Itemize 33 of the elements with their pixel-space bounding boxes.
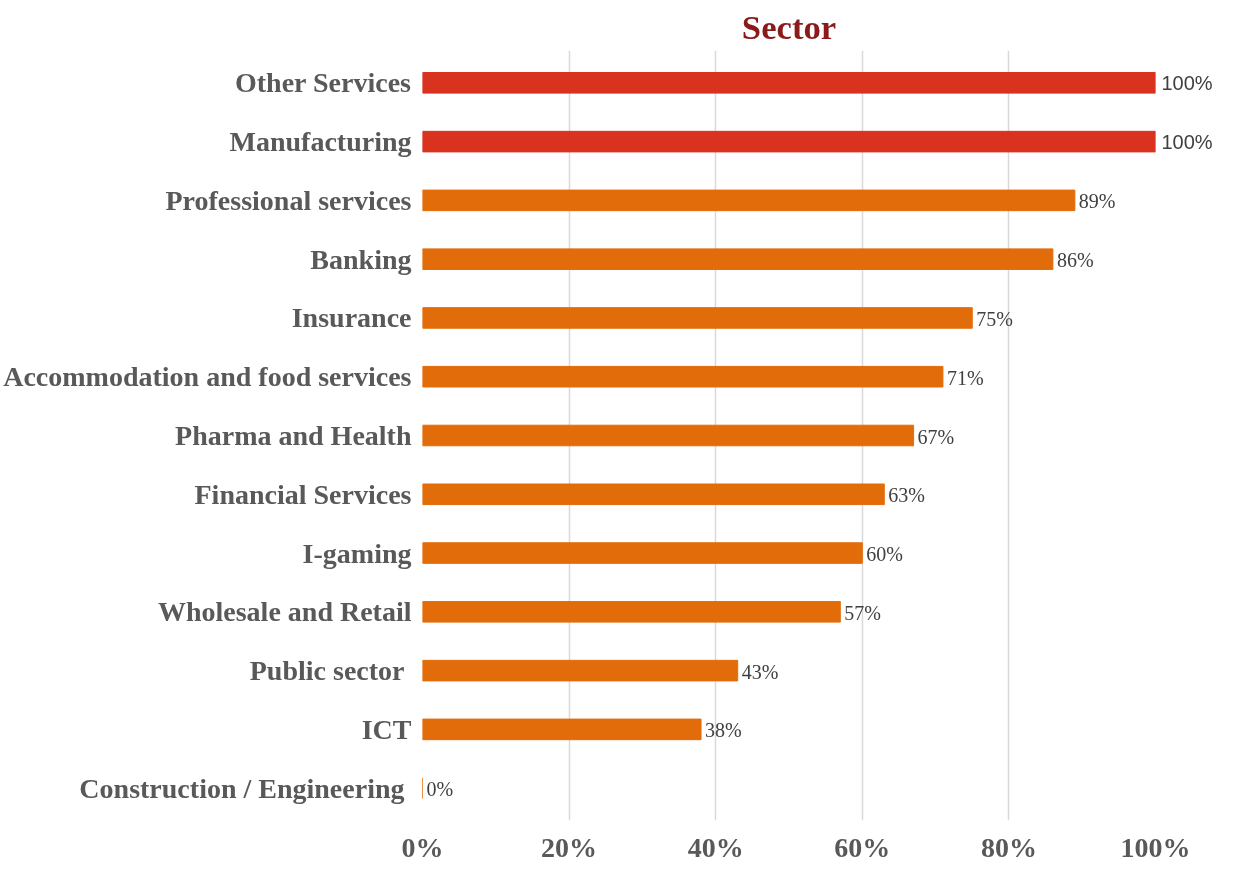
chart-title: Sector (741, 7, 837, 46)
y-tick-label: Insurance (291, 302, 412, 334)
x-tick-label: 40% (687, 831, 744, 863)
y-tick-label: Financial Services (194, 478, 412, 510)
x-tick-label: 60% (834, 831, 891, 863)
data-label: 43% (741, 660, 779, 683)
x-tick-label: 0% (401, 831, 444, 863)
y-tick-label: Manufacturing (229, 126, 412, 158)
y-tick-label: I-gaming (302, 537, 412, 569)
y-tick-label: Construction / Engineering (79, 772, 405, 804)
y-tick-label: Wholesale and Retail (157, 596, 412, 628)
y-tick-label: Other Services (235, 67, 412, 99)
y-tick-label: Pharma and Health (175, 420, 412, 451)
data-label: 67% (917, 425, 955, 448)
data-label: 38% (705, 719, 742, 742)
data-label: 63% (888, 484, 925, 507)
y-tick-label: Professional services (165, 184, 412, 216)
x-tick-label: 20% (541, 831, 598, 863)
data-label: 86% (1056, 249, 1094, 272)
data-label: 100% (1161, 130, 1213, 153)
data-label: 89% (1078, 190, 1116, 213)
y-tick-label: Accommodation and food services (3, 361, 412, 393)
data-label: 100% (1161, 71, 1213, 94)
data-label: 60% (866, 543, 903, 566)
y-tick-label: Banking (310, 243, 412, 275)
data-label: 57% (844, 601, 881, 624)
x-tick-label: 80% (980, 831, 1037, 863)
y-tick-label: ICT (361, 713, 412, 745)
x-tick-label: 100% (1120, 831, 1191, 863)
data-label: 71% (946, 366, 984, 389)
data-label: 0% (426, 778, 454, 801)
data-label: 75% (976, 307, 1013, 330)
y-tick-label: Public sector (249, 655, 405, 687)
